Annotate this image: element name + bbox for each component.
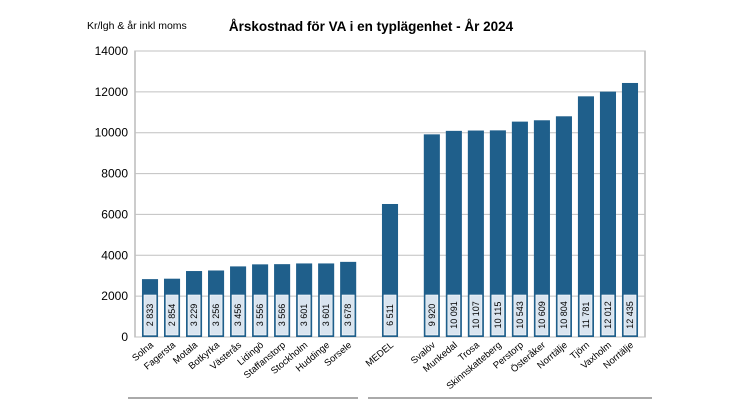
data-label: 3 566	[277, 304, 287, 327]
data-label-box	[319, 294, 333, 336]
data-label: 3 601	[299, 304, 309, 327]
data-label: 3 229	[189, 304, 199, 327]
bar	[555, 116, 572, 338]
bar	[621, 82, 639, 338]
data-label: 10 115	[493, 302, 503, 329]
data-label: 9 920	[427, 304, 437, 327]
data-label: 2 833	[145, 304, 155, 327]
data-label: 10 091	[449, 301, 459, 329]
data-label-box	[623, 294, 637, 336]
data-label: 10 543	[515, 301, 525, 329]
bar	[445, 130, 462, 337]
data-label-box	[209, 294, 223, 336]
bar	[533, 120, 550, 337]
y-tick-label: 12000	[95, 85, 129, 99]
data-label: 3 601	[321, 304, 331, 327]
data-label: 2 854	[167, 304, 177, 327]
bar	[489, 130, 506, 337]
y-tick-label: 10000	[95, 126, 129, 140]
bar	[599, 91, 617, 337]
data-label: 3 256	[211, 304, 221, 327]
data-label: 12 435	[625, 301, 635, 329]
data-label-box	[447, 294, 461, 336]
bar	[511, 121, 528, 337]
data-label-box	[341, 294, 355, 336]
y-tick-label: 14000	[95, 44, 129, 58]
data-label: 11 781	[581, 302, 591, 329]
data-label: 3 678	[343, 304, 353, 327]
y-tick-label: 0	[121, 330, 128, 344]
data-label-box	[187, 294, 201, 336]
y-tick-label: 8000	[101, 167, 128, 181]
bar	[467, 130, 484, 337]
data-label: 10 804	[559, 301, 569, 329]
data-label-box	[535, 294, 549, 336]
data-label-box	[143, 294, 157, 336]
data-label: 3 456	[233, 304, 243, 327]
y-tick-label: 6000	[101, 207, 128, 221]
data-label-box	[557, 294, 571, 336]
data-label-box	[165, 294, 179, 336]
data-label: 10 107	[471, 301, 481, 329]
data-label-box	[253, 294, 267, 336]
data-label: 6 511	[385, 304, 395, 326]
data-label-box	[601, 294, 615, 336]
y-axis-label: Kr/lgh & år inkl moms	[87, 20, 187, 32]
x-tick-label: MEDEL	[364, 340, 396, 369]
data-label-box	[579, 294, 593, 336]
data-label-box	[231, 294, 245, 336]
data-label-box	[383, 294, 397, 336]
data-label-box	[425, 294, 439, 336]
data-label-box	[491, 294, 505, 336]
bar	[423, 134, 440, 337]
data-label-box	[297, 294, 311, 336]
data-label: 3 556	[255, 304, 265, 327]
data-label: 10 609	[537, 301, 547, 329]
chart-title: Årskostnad för VA i en typlägenhet - År …	[229, 19, 514, 34]
bar	[577, 96, 594, 338]
y-tick-label: 4000	[101, 248, 128, 262]
data-label-box	[469, 294, 483, 336]
data-label: 12 012	[603, 301, 613, 329]
data-label-box	[513, 294, 527, 336]
data-label-box	[275, 294, 289, 336]
y-tick-label: 2000	[101, 289, 128, 303]
